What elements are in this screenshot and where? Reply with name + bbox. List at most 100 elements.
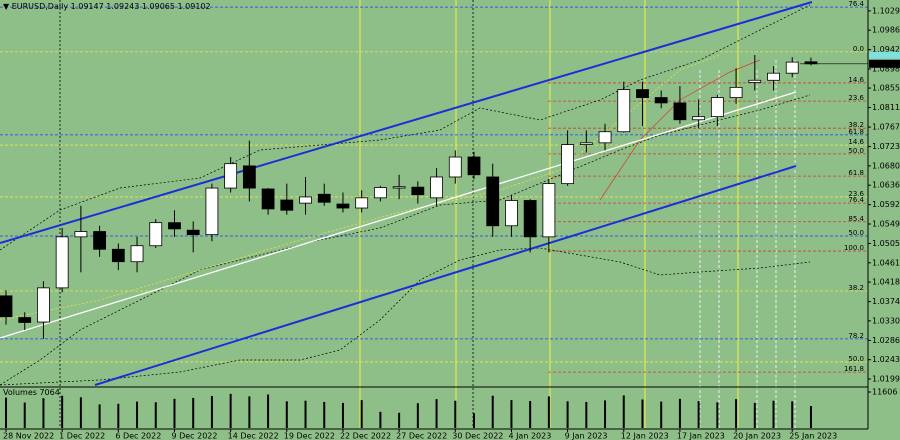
candle-body bbox=[74, 231, 88, 238]
level-label: 38.2 bbox=[848, 284, 864, 292]
x-tick-label: 25 Jan 2023 bbox=[789, 432, 837, 440]
candle-body bbox=[673, 102, 687, 121]
open-value: 1.09147 bbox=[71, 2, 104, 11]
x-tick-label: 9 Jan 2023 bbox=[565, 432, 608, 440]
candle-body bbox=[542, 183, 556, 238]
candle-body bbox=[467, 156, 481, 176]
candle-body bbox=[280, 199, 294, 211]
x-tick-label: 27 Dec 2022 bbox=[396, 432, 447, 440]
candle-body bbox=[317, 193, 331, 203]
bollinger-upper bbox=[0, 4, 811, 251]
y-tick-label: 1.04615 bbox=[872, 258, 900, 267]
candle-body bbox=[168, 222, 181, 230]
candle-body bbox=[242, 165, 256, 189]
candle-body bbox=[729, 86, 743, 98]
candle-body bbox=[261, 188, 275, 210]
candle-body bbox=[692, 116, 706, 121]
x-tick-label: 9 Dec 2022 bbox=[171, 432, 217, 440]
level-label: 23.6 bbox=[848, 94, 864, 102]
y-tick-label: 1.05925 bbox=[872, 200, 900, 209]
candle-body bbox=[785, 61, 799, 74]
level-label: 23.6 bbox=[848, 190, 864, 198]
level-label: 38.2 bbox=[848, 121, 864, 129]
ask-marker bbox=[869, 51, 900, 59]
volume-current: 7064 bbox=[39, 388, 59, 397]
bollinger-lower bbox=[0, 247, 811, 386]
level-label: 50.0 bbox=[848, 147, 864, 155]
candle-body bbox=[710, 97, 724, 118]
y-tick-label: 1.03740 bbox=[872, 297, 900, 306]
y-tick-label: 1.08115 bbox=[872, 103, 900, 112]
y-tick-label: 1.06800 bbox=[872, 161, 900, 170]
y-tick-label: 1.10295 bbox=[872, 6, 900, 15]
y-tick-label: 1.02865 bbox=[872, 336, 900, 345]
candle-body bbox=[767, 72, 780, 81]
candle-body bbox=[299, 196, 312, 204]
candle-body bbox=[636, 89, 649, 98]
candle-body bbox=[130, 245, 144, 263]
candle-body bbox=[205, 187, 219, 236]
y-tick-label: 1.06365 bbox=[872, 181, 900, 190]
channel-middle bbox=[0, 91, 797, 339]
x-tick-label: 12 Jan 2023 bbox=[621, 432, 669, 440]
x-tick-label: 20 Jan 2023 bbox=[733, 432, 781, 440]
candles bbox=[0, 55, 818, 339]
candle-body bbox=[561, 144, 574, 185]
current-price-label: 1.09102 bbox=[871, 59, 900, 68]
y-tick-label: 1.02430 bbox=[872, 355, 900, 364]
header-arrow: ▼ bbox=[3, 2, 10, 11]
level-label: 61.8 bbox=[848, 128, 864, 136]
level-label: 76.4 bbox=[848, 196, 864, 204]
candle-body bbox=[93, 231, 106, 250]
close-value: 1.09102 bbox=[178, 2, 211, 11]
channel-lower bbox=[94, 165, 797, 386]
y-tick-label: 1.04180 bbox=[872, 278, 900, 287]
candle-body bbox=[748, 79, 762, 83]
candle-body bbox=[336, 203, 350, 209]
candle-body bbox=[523, 200, 537, 238]
candle-body bbox=[617, 89, 631, 133]
y-tick-label: 1.08985 bbox=[872, 64, 900, 73]
y-tick-label: 1.07235 bbox=[872, 142, 900, 151]
level-label: 0.0 bbox=[853, 45, 864, 53]
level-label: 161.8 bbox=[844, 365, 864, 373]
candle-body bbox=[111, 248, 125, 263]
candle-body bbox=[18, 317, 32, 323]
level-label: 78.2 bbox=[848, 332, 864, 340]
x-tick-label: 30 Dec 2022 bbox=[452, 432, 503, 440]
high-value: 1.09243 bbox=[106, 2, 139, 11]
level-label: 85.4 bbox=[848, 215, 864, 223]
level-label: 61.8 bbox=[848, 169, 864, 177]
current-price-box bbox=[869, 59, 900, 68]
level-label: 76.4 bbox=[848, 0, 864, 8]
candle-body bbox=[654, 97, 668, 104]
candle-body bbox=[505, 200, 518, 227]
volumes bbox=[5, 393, 812, 428]
volume-tick-label: 11606 bbox=[872, 388, 897, 397]
candle-body bbox=[186, 229, 200, 236]
y-tick-label: 1.09860 bbox=[872, 26, 900, 35]
y-tick-label: 1.09420 bbox=[872, 45, 900, 54]
low-value: 1.09065 bbox=[142, 2, 175, 11]
candle-body bbox=[411, 186, 425, 196]
candle-body bbox=[37, 287, 50, 323]
level-label: 50.0 bbox=[848, 355, 864, 363]
candle-body bbox=[598, 131, 612, 144]
candle-body bbox=[448, 156, 462, 178]
y-tick-label: 1.05050 bbox=[872, 239, 900, 248]
y-tick-label: 1.01995 bbox=[872, 375, 900, 384]
y-tick-label: 1.05490 bbox=[872, 219, 900, 228]
level-label: 14.6 bbox=[848, 138, 864, 146]
candle-body bbox=[355, 197, 369, 209]
candle-body bbox=[0, 295, 13, 318]
x-tick-label: 14 Dec 2022 bbox=[228, 432, 279, 440]
symbol: EURUSD,Daily bbox=[12, 2, 69, 11]
level-label: 14.6 bbox=[848, 76, 864, 84]
x-tick-label: 6 Dec 2022 bbox=[115, 432, 161, 440]
x-tick-label: 1 Dec 2022 bbox=[59, 432, 105, 440]
x-tick-label: 28 Nov 2022 bbox=[3, 432, 54, 440]
candle-body bbox=[149, 222, 163, 247]
level-label: 50.0 bbox=[848, 229, 864, 237]
